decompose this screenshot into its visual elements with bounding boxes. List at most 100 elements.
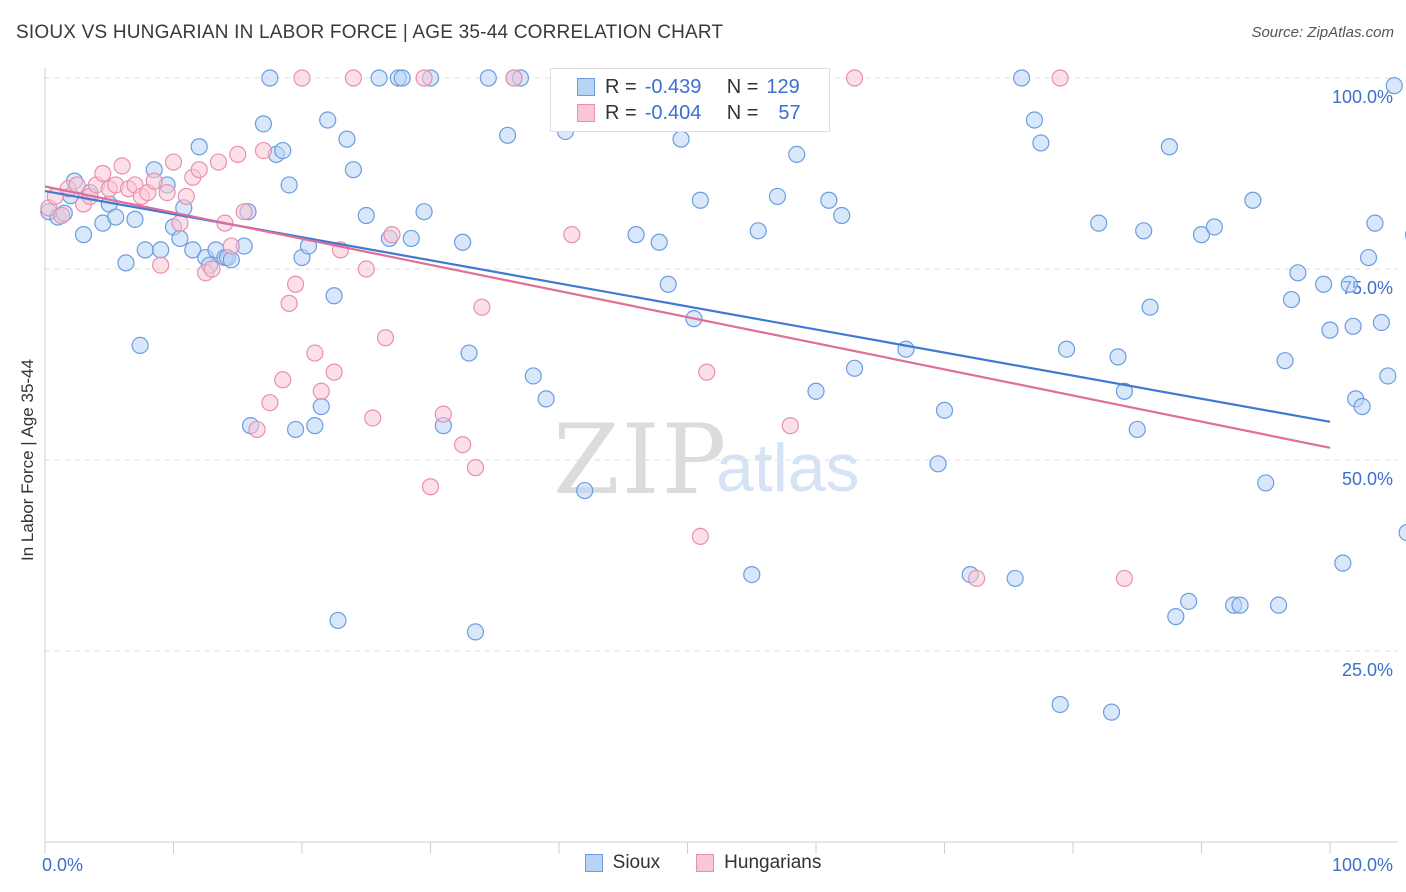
sioux-point — [1141, 298, 1159, 316]
hungarians-point — [1051, 69, 1069, 87]
sioux-point — [286, 420, 305, 439]
n-label: N = — [726, 75, 759, 98]
sioux-point — [1167, 608, 1185, 626]
sioux-point — [1366, 214, 1384, 232]
n-value: 129 — [766, 75, 800, 98]
hungarians-point — [383, 226, 401, 244]
hungarians-trend-line — [44, 185, 1331, 449]
sioux-point — [1398, 524, 1406, 542]
y-tick-label: 50.0% — [1342, 469, 1393, 489]
hungarians-point — [1115, 569, 1134, 588]
sioux-point — [1128, 420, 1146, 439]
hungarians-point — [286, 275, 305, 293]
hungarians-point — [222, 237, 240, 255]
r-label: R = — [605, 75, 637, 98]
legend-item-sioux[interactable]: Sioux — [584, 852, 660, 874]
sioux-point — [691, 191, 709, 209]
hungarians-point — [164, 153, 183, 171]
hungarians-point — [473, 298, 491, 316]
sioux-point — [1289, 264, 1307, 282]
sioux-point — [499, 126, 517, 144]
stats-legend: R = -0.439 N = 129 R = -0.404 N = 57 — [550, 68, 830, 132]
y-tick-label: 100.0% — [1332, 87, 1393, 107]
hungarians-point — [421, 478, 440, 496]
sioux-point — [415, 203, 433, 221]
hungarians-point — [280, 294, 298, 312]
sioux-point — [845, 359, 864, 377]
sioux-point — [261, 69, 279, 87]
sioux-point — [460, 344, 478, 362]
sioux-point — [1051, 695, 1069, 714]
sioux-point — [152, 241, 170, 259]
sioux-point — [1282, 290, 1301, 309]
sioux-point — [479, 69, 497, 87]
stats-legend-row-sioux: R = -0.439 N = 129 — [551, 74, 800, 100]
sioux-swatch — [577, 78, 595, 96]
sioux-point — [659, 275, 677, 293]
hungarians-point — [312, 382, 330, 400]
sioux-point — [1090, 214, 1108, 232]
sioux-point — [537, 390, 555, 408]
hungarians-point — [53, 206, 71, 225]
watermark-atlas: atlas — [716, 430, 860, 506]
stats-legend-row-hungarians: R = -0.404 N = 57 — [551, 100, 801, 126]
hungarians-point — [113, 157, 131, 175]
sioux-point — [136, 241, 154, 259]
sioux-point — [833, 206, 851, 225]
hungarians-point — [344, 69, 362, 87]
hungarians-swatch — [577, 104, 595, 122]
sioux-point — [1025, 111, 1044, 129]
hungarians-point — [505, 69, 523, 87]
sioux-point — [1109, 348, 1127, 366]
watermark-zip: ZIP — [553, 404, 728, 516]
sioux-point — [749, 222, 767, 240]
sioux-point — [1244, 191, 1262, 209]
chart-title: SIOUX VS HUNGARIAN IN LABOR FORCE | AGE … — [16, 22, 724, 43]
sioux-point — [126, 210, 144, 228]
sioux-point — [254, 115, 273, 133]
chart-source: Source: ZipAtlas.com — [1251, 24, 1394, 41]
sioux-point — [338, 130, 356, 148]
hungarians-point — [248, 420, 266, 439]
sioux-point — [319, 111, 337, 129]
sioux-point — [1102, 703, 1121, 721]
sioux-point — [171, 229, 189, 248]
sioux-point — [1115, 382, 1134, 400]
sioux-point — [1032, 134, 1050, 152]
sioux-point — [1057, 340, 1076, 358]
sioux-point — [344, 161, 362, 179]
sioux-point — [1321, 321, 1339, 339]
sioux-point — [1344, 317, 1362, 335]
legend-item-hungarians[interactable]: Hungarians — [696, 852, 821, 874]
sioux-point — [1192, 226, 1211, 244]
sioux-point — [627, 226, 645, 244]
hungarians-point — [454, 436, 472, 454]
sioux-point — [274, 141, 292, 160]
hungarians-point — [466, 459, 485, 477]
sioux-point — [788, 145, 806, 163]
hungarians-point — [235, 203, 253, 221]
sioux-point — [1012, 69, 1031, 87]
hungarians-point — [968, 569, 986, 588]
sioux-point — [743, 565, 761, 584]
hungarians-point — [698, 363, 716, 381]
hungarians-point — [434, 405, 452, 423]
sioux-point — [1314, 275, 1333, 293]
sioux-point — [1276, 352, 1294, 370]
hungarians-point — [190, 161, 208, 179]
sioux-point — [1379, 367, 1397, 385]
hungarians-point — [158, 184, 176, 202]
hungarians-point — [68, 176, 86, 194]
sioux-point — [935, 401, 954, 419]
sioux-point — [312, 397, 330, 416]
legend-label-hungarians: Hungarians — [724, 852, 822, 873]
sioux-point — [107, 208, 125, 226]
n-label: N = — [726, 101, 759, 124]
hungarians-point — [203, 260, 221, 278]
sioux-point — [1340, 275, 1358, 293]
hungarians-point — [171, 214, 189, 232]
sioux-point — [370, 69, 388, 87]
r-value: -0.404 — [644, 101, 702, 124]
hungarians-point — [325, 363, 343, 381]
sioux-point — [454, 233, 472, 251]
